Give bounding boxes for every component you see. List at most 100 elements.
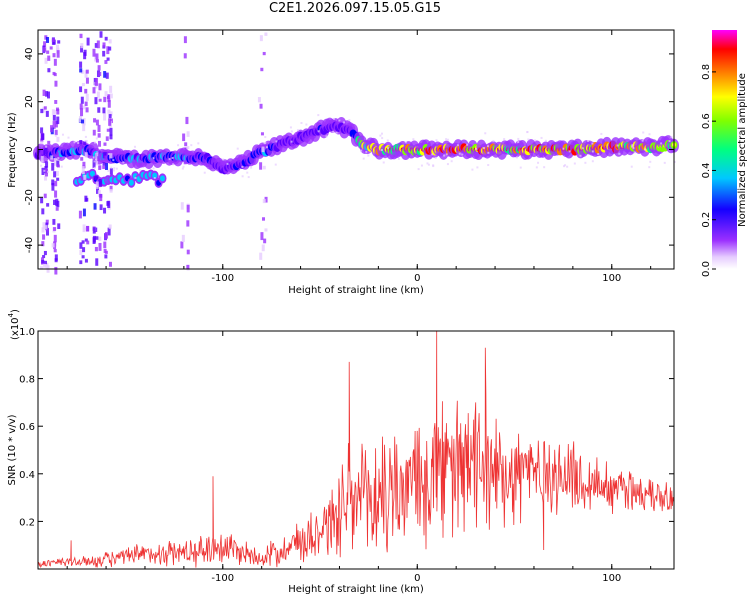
spectrogram-y-label: Frequency (Hz) (7, 112, 18, 188)
heat-cell (262, 165, 266, 170)
heat-cell (597, 153, 600, 156)
heat-cell (56, 164, 60, 168)
heat-cell (643, 148, 646, 151)
heat-cell (83, 52, 87, 60)
heat-cell (67, 136, 70, 139)
heat-cell (45, 145, 48, 148)
heat-cell (587, 140, 590, 143)
heat-cell (104, 254, 108, 259)
heat-cell (246, 171, 249, 174)
heat-cell (182, 133, 186, 142)
heat-cell (82, 161, 86, 169)
heat-cell (81, 82, 85, 87)
heat-cell (53, 58, 57, 66)
heat-cell (46, 228, 50, 236)
heat-cell (461, 153, 464, 156)
heat-cell (98, 153, 102, 157)
heat-cell (95, 159, 99, 166)
heat-cell (109, 111, 113, 116)
heat-cell (46, 203, 50, 207)
heat-cell (543, 166, 546, 169)
heat-cell (112, 169, 115, 172)
heat-cell (450, 160, 453, 163)
heat-cell (102, 50, 106, 57)
heat-cell (57, 40, 61, 44)
heat-cell (412, 138, 415, 141)
heat-cell (40, 127, 44, 134)
heat-cell (537, 161, 540, 164)
heat-cell (43, 106, 47, 110)
heat-cell (92, 227, 96, 234)
heat-cell (263, 238, 267, 244)
heat-cell (56, 160, 60, 167)
heat-cell (562, 147, 565, 150)
heat-cell (386, 139, 389, 142)
heat-cell (85, 69, 89, 74)
heat-cell (591, 160, 594, 163)
heat-cell (260, 232, 264, 241)
heat-cell (97, 190, 101, 197)
heat-cell (107, 94, 111, 102)
heat-cell (517, 141, 520, 144)
spectrogram-y-axis: -40 -20 0 20 40 (24, 48, 674, 253)
snr-x-label: Height of straight line (km) (288, 584, 424, 595)
y-tick-label: -40 (24, 237, 35, 253)
heat-cell (573, 162, 576, 165)
heat-cell (108, 224, 112, 229)
snr-scale-exponent: 4 (7, 312, 15, 317)
heat-cell (180, 241, 184, 249)
heat-cell (80, 108, 84, 117)
heat-cell (109, 185, 113, 191)
heat-cell (44, 35, 48, 40)
heat-cell (85, 107, 89, 113)
heat-cell (49, 46, 53, 50)
heat-cell (53, 158, 57, 166)
heat-cell (203, 171, 206, 174)
x-tick-label: 0 (414, 273, 420, 284)
heat-cell (102, 107, 106, 114)
heat-cell (107, 100, 111, 108)
heat-cell (54, 129, 58, 136)
heat-cell (97, 133, 101, 138)
heat-cell (106, 46, 110, 55)
heat-cell (52, 53, 56, 58)
heat-cell (446, 163, 449, 166)
heat-cell (78, 145, 82, 154)
heat-cell (96, 187, 100, 194)
heat-cell (46, 37, 50, 43)
heat-cell (45, 168, 49, 177)
heat-cell (97, 156, 101, 162)
heat-cell (109, 93, 113, 99)
heat-cell (456, 144, 459, 147)
snr-panel: -100 0 100 0.2 0.4 0.6 0.8 1.0 Height of strai… (7, 309, 675, 595)
heat-cell (663, 161, 666, 164)
y-tick-label: 0.4 (19, 470, 35, 481)
heat-cell (51, 179, 55, 186)
heat-cell (431, 153, 434, 156)
heat-cell (51, 109, 55, 115)
heat-cell (104, 36, 108, 41)
heat-cell (78, 210, 82, 219)
snr-x-axis: -100 0 100 (66, 331, 652, 584)
heat-cell (168, 158, 171, 161)
heat-cell (274, 163, 277, 166)
heat-cell (290, 130, 293, 133)
heat-cell (53, 72, 57, 77)
heat-cell (181, 167, 184, 170)
heat-cell (55, 207, 59, 211)
heat-cell (94, 246, 98, 252)
heat-cell (84, 258, 88, 263)
heat-cell (52, 114, 56, 121)
heat-cell (110, 166, 113, 169)
heat-cell (260, 67, 264, 72)
heat-cell (93, 118, 97, 123)
x-tick-label: 100 (602, 573, 621, 584)
heat-cell (98, 236, 102, 241)
heat-cell (367, 154, 370, 157)
heat-cell (257, 97, 261, 103)
heat-cell (544, 139, 547, 142)
heat-cell (379, 134, 382, 137)
heat-cell (519, 166, 522, 169)
heat-cell (47, 91, 51, 99)
heat-cell (492, 139, 495, 142)
